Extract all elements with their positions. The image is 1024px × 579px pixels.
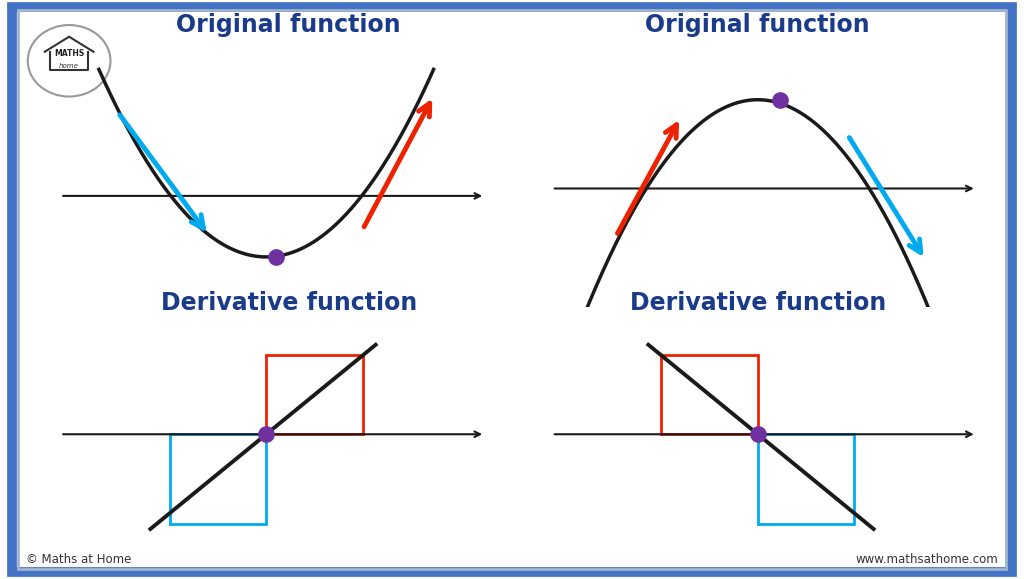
Title: Original function: Original function — [645, 13, 870, 37]
Bar — [758, 434, 854, 524]
Bar — [662, 356, 758, 434]
Title: Original function: Original function — [176, 13, 401, 37]
Bar — [266, 356, 362, 434]
Bar — [170, 434, 266, 524]
Text: © Maths at Home: © Maths at Home — [26, 554, 131, 566]
Text: MATHS: MATHS — [54, 49, 84, 58]
Text: www.mathsathome.com: www.mathsathome.com — [856, 554, 998, 566]
Title: Derivative function: Derivative function — [161, 291, 417, 315]
Ellipse shape — [28, 25, 111, 97]
Title: Derivative function: Derivative function — [630, 291, 886, 315]
Text: home: home — [59, 63, 79, 69]
